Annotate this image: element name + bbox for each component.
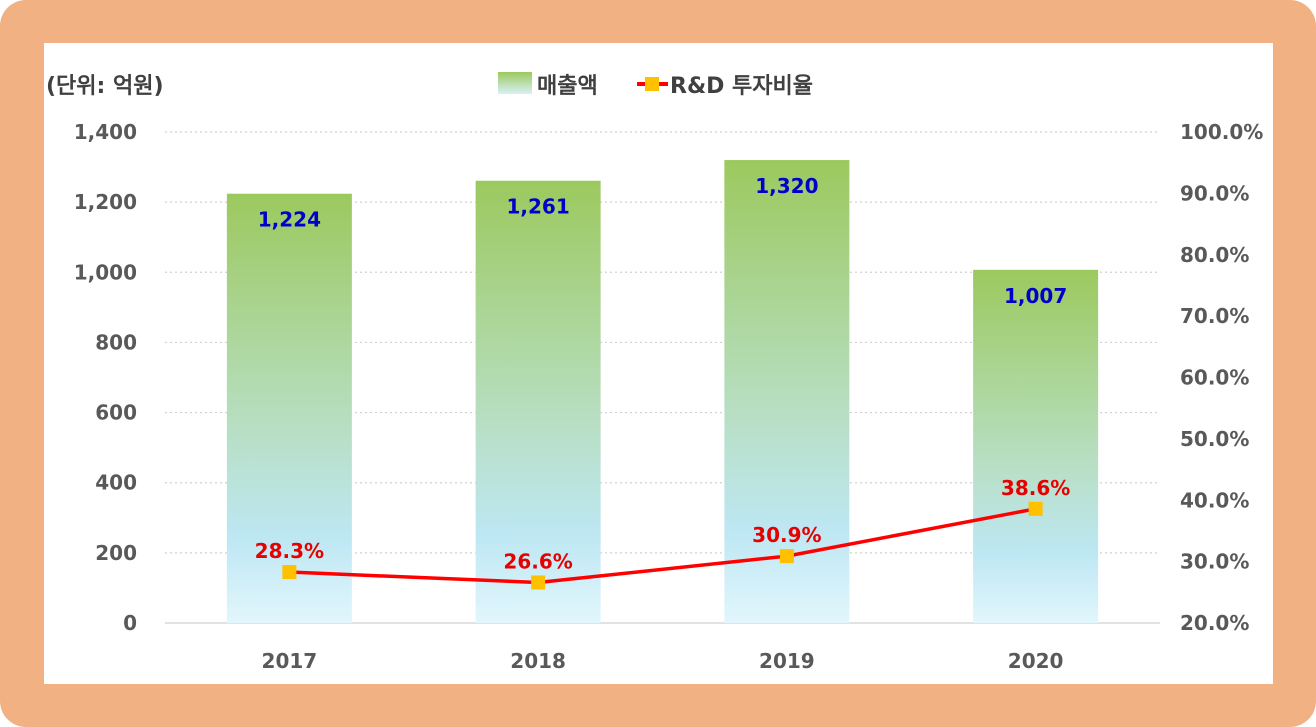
line-marker: [531, 575, 546, 590]
bar-labels: 1,224 1,261 1,320 1,007: [258, 174, 1068, 308]
legend-line-label: R&D 투자비율: [670, 74, 813, 99]
bar-series: [226, 160, 1099, 624]
bar: [226, 193, 352, 623]
right-tick-label: 40.0%: [1180, 488, 1249, 512]
line-value-label: 30.9%: [752, 523, 821, 547]
line-value-label: 28.3%: [255, 539, 324, 563]
left-tick-label: 800: [95, 330, 137, 354]
legend: 매출액 R&D 투자비율: [498, 72, 813, 99]
line-path: [289, 507, 1036, 585]
x-tick-label: 2018: [510, 649, 566, 673]
legend-bar-label: 매출액: [537, 74, 598, 99]
bar: [973, 269, 1099, 623]
right-tick-label: 90.0%: [1180, 181, 1249, 205]
right-tick-label: 20.0%: [1180, 611, 1249, 635]
left-tick-label: 400: [95, 471, 137, 495]
bar: [724, 160, 850, 624]
line-marker: [1028, 501, 1043, 516]
legend-line-marker: [645, 77, 659, 91]
bar: [475, 180, 601, 624]
left-tick-label: 1,200: [74, 190, 137, 214]
right-axis: 100.0% 90.0% 80.0% 70.0% 60.0% 50.0% 40.0% 30.0…: [1180, 120, 1263, 635]
line-marker: [282, 565, 297, 580]
right-tick-label: 30.0%: [1180, 550, 1249, 574]
x-tick-label: 2020: [1008, 649, 1064, 673]
line-marker: [779, 549, 794, 564]
bar-value-label: 1,224: [258, 208, 321, 232]
left-tick-label: 600: [95, 401, 137, 425]
left-tick-label: 1,000: [74, 260, 137, 284]
line-series: 28.3% 26.6% 30.9% 38.6%: [255, 476, 1070, 590]
left-tick-label: 0: [123, 611, 137, 635]
right-tick-label: 100.0%: [1180, 120, 1263, 144]
right-tick-label: 80.0%: [1180, 243, 1249, 267]
left-tick-label: 200: [95, 541, 137, 565]
x-axis: 2017 2018 2019 2020: [262, 649, 1064, 673]
right-tick-label: 50.0%: [1180, 427, 1249, 451]
unit-label: (단위: 억원): [46, 74, 164, 99]
left-tick-label: 1,400: [74, 120, 137, 144]
x-tick-label: 2019: [759, 649, 815, 673]
bar-value-label: 1,007: [1004, 284, 1067, 308]
line-value-label: 38.6%: [1001, 476, 1070, 500]
bar-value-label: 1,320: [755, 174, 818, 198]
x-tick-label: 2017: [262, 649, 318, 673]
legend-bar-swatch: [498, 72, 532, 94]
bar-value-label: 1,261: [506, 195, 569, 219]
right-tick-label: 70.0%: [1180, 304, 1249, 328]
right-tick-label: 60.0%: [1180, 366, 1249, 390]
line-value-label: 26.6%: [503, 549, 572, 573]
left-axis: 1,400 1,200 1,000 800 600 400 200 0: [74, 120, 137, 635]
